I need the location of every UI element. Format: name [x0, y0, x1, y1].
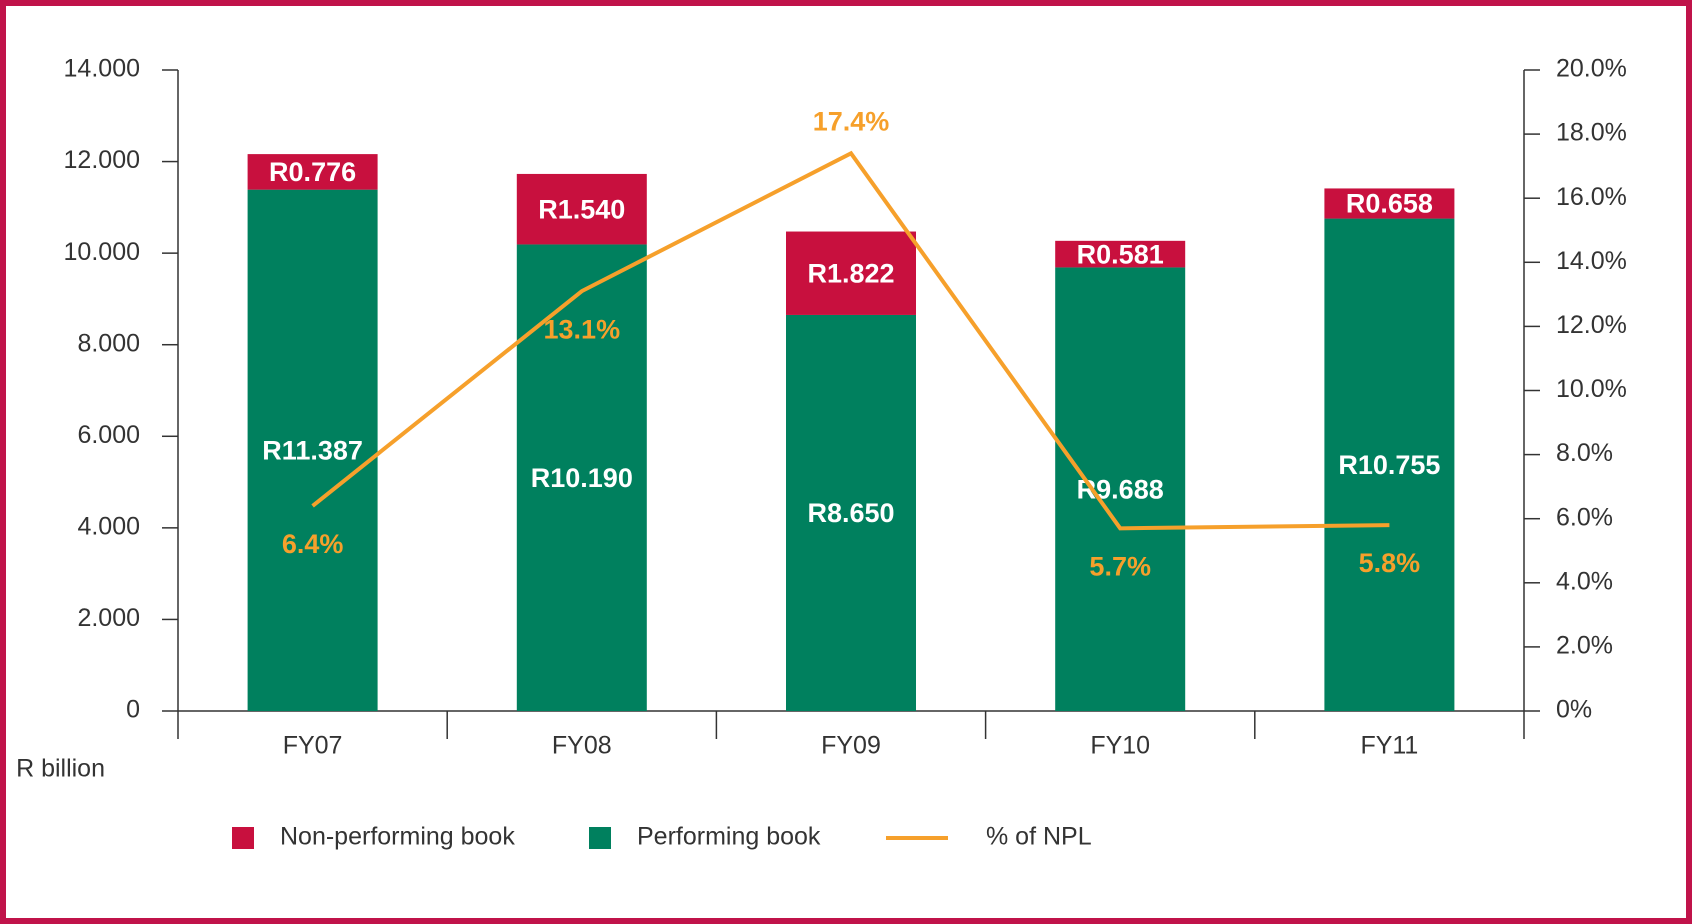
- x-tick-label: FY08: [552, 732, 612, 760]
- x-tick-label: FY09: [821, 732, 881, 760]
- y-tick-label: 8.000: [77, 329, 140, 357]
- bar-segment: [1055, 240, 1186, 268]
- bar-label: R0.776: [269, 157, 356, 187]
- bar-label: R0.581: [1077, 239, 1164, 269]
- bar-segment: [516, 173, 647, 245]
- line: [311, 150, 1390, 531]
- y2-tick-label: 20.0%: [1556, 55, 1627, 83]
- x-tick-label: FY07: [283, 732, 343, 760]
- bar-segment: [247, 189, 378, 712]
- x-tick-label: FY10: [1090, 732, 1150, 760]
- bar-segment: [786, 231, 916, 315]
- y2-tick-label: 4.0%: [1556, 567, 1613, 595]
- bar-segment: [247, 154, 378, 190]
- legend-swatch: [589, 827, 611, 849]
- line-label: 5.8%: [1359, 548, 1421, 578]
- y2-tick-label: 18.0%: [1556, 119, 1627, 147]
- y-tick-label: 2.000: [77, 604, 140, 632]
- y2-tick-label: 6.0%: [1556, 503, 1613, 531]
- y-tick-label: 10.000: [64, 238, 140, 266]
- line-label: 13.1%: [544, 314, 621, 344]
- y2-tick-label: 16.0%: [1556, 183, 1627, 211]
- bar-segment: [1324, 188, 1455, 219]
- bar-label: R1.540: [538, 194, 625, 224]
- y-tick-label: 14.000: [64, 55, 140, 83]
- y-tick-label: 12.000: [64, 146, 140, 174]
- x-tick-label: FY11: [1360, 732, 1418, 760]
- line-label: 17.4%: [813, 106, 890, 136]
- bar-label: R1.822: [807, 258, 894, 288]
- y2-tick-label: 8.0%: [1556, 439, 1613, 467]
- y2-tick-label: 10.0%: [1556, 375, 1627, 403]
- bar-label: R11.387: [262, 435, 363, 465]
- bar-label: R0.658: [1346, 189, 1433, 219]
- y2-tick-label: 12.0%: [1556, 311, 1627, 339]
- bar-label: R9.688: [1077, 474, 1164, 504]
- y-axis-label: R billion: [16, 755, 105, 783]
- legend-label: Performing book: [637, 823, 821, 851]
- legend-swatch: [232, 827, 254, 849]
- legend-label: Non-performing book: [280, 823, 515, 851]
- y2-tick-label: 14.0%: [1556, 247, 1627, 275]
- bar-segment: [1055, 267, 1186, 711]
- y2-tick-label: 2.0%: [1556, 632, 1613, 660]
- line-label: 5.7%: [1089, 551, 1151, 581]
- y-tick-label: 6.000: [77, 421, 140, 449]
- bar-label: R8.650: [807, 498, 894, 528]
- legend-label: % of NPL: [986, 823, 1092, 851]
- bar-segment: [1324, 218, 1455, 711]
- bar-label: R10.190: [531, 463, 633, 493]
- bar-segment: [516, 244, 647, 711]
- y-tick-label: 4.000: [77, 512, 140, 540]
- y-tick-label: 0: [126, 696, 140, 724]
- bar-segment: [786, 314, 916, 711]
- y2-tick-label: 0%: [1556, 696, 1592, 724]
- line-label: 6.4%: [282, 529, 344, 559]
- bar-label: R10.755: [1338, 450, 1440, 480]
